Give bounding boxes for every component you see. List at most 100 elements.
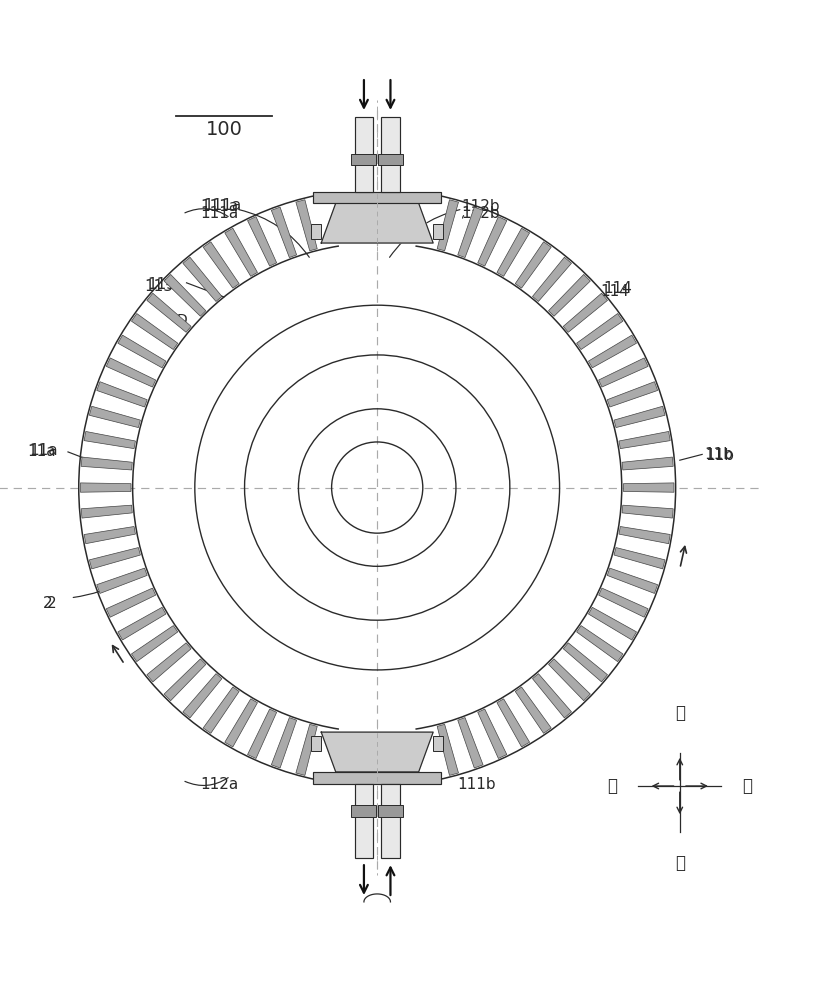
Polygon shape	[588, 335, 636, 368]
Polygon shape	[106, 358, 156, 387]
Text: 111a: 111a	[200, 199, 238, 214]
Polygon shape	[548, 274, 590, 316]
Polygon shape	[614, 406, 664, 428]
Polygon shape	[477, 217, 506, 266]
Polygon shape	[321, 732, 432, 772]
Polygon shape	[296, 724, 317, 775]
Bar	[432, 224, 442, 239]
Polygon shape	[619, 431, 669, 449]
Polygon shape	[203, 687, 238, 733]
Bar	[354, 784, 373, 858]
Polygon shape	[562, 293, 607, 332]
Text: 11b: 11b	[704, 447, 732, 462]
Bar	[312, 192, 440, 203]
Text: 后: 后	[741, 777, 751, 795]
Bar	[311, 224, 321, 239]
Polygon shape	[619, 527, 669, 544]
Text: 11a: 11a	[30, 443, 58, 458]
Polygon shape	[147, 293, 191, 332]
Polygon shape	[457, 718, 483, 768]
Polygon shape	[296, 200, 317, 251]
Text: 111a: 111a	[203, 198, 241, 213]
Text: 上: 上	[674, 704, 684, 722]
Polygon shape	[183, 257, 222, 301]
Polygon shape	[271, 718, 296, 768]
Polygon shape	[515, 687, 551, 733]
Text: 11a: 11a	[27, 444, 55, 459]
Polygon shape	[248, 217, 277, 266]
Text: 113: 113	[145, 279, 173, 294]
Polygon shape	[598, 588, 647, 617]
Text: 2: 2	[43, 596, 53, 611]
Polygon shape	[164, 659, 205, 701]
Polygon shape	[598, 358, 647, 387]
Text: 下: 下	[674, 854, 684, 872]
Polygon shape	[532, 674, 570, 718]
Bar	[311, 736, 321, 751]
Text: 112b: 112b	[461, 206, 499, 221]
Polygon shape	[84, 431, 135, 449]
Text: 100: 100	[205, 120, 242, 139]
Text: 11b: 11b	[705, 448, 733, 463]
Polygon shape	[132, 626, 177, 662]
Text: D: D	[176, 313, 187, 327]
Polygon shape	[271, 207, 296, 258]
Polygon shape	[496, 228, 529, 276]
Polygon shape	[457, 207, 483, 258]
Bar	[354, 117, 373, 192]
Polygon shape	[606, 382, 657, 407]
Polygon shape	[97, 382, 147, 407]
Polygon shape	[515, 242, 551, 288]
Polygon shape	[81, 457, 132, 470]
Polygon shape	[248, 709, 277, 758]
Bar	[378, 805, 402, 817]
Polygon shape	[614, 548, 664, 569]
Polygon shape	[203, 242, 238, 288]
Polygon shape	[588, 607, 636, 640]
Polygon shape	[606, 568, 657, 593]
Polygon shape	[89, 406, 140, 428]
Text: 114: 114	[603, 281, 631, 296]
Bar	[312, 772, 440, 784]
Polygon shape	[623, 483, 673, 492]
Polygon shape	[183, 674, 222, 718]
Polygon shape	[224, 228, 258, 276]
Polygon shape	[321, 203, 432, 243]
Polygon shape	[118, 607, 166, 640]
Polygon shape	[576, 626, 622, 662]
Polygon shape	[224, 699, 258, 747]
Bar	[351, 805, 376, 817]
Polygon shape	[436, 724, 458, 775]
Polygon shape	[532, 257, 570, 301]
Polygon shape	[496, 699, 529, 747]
Bar	[351, 154, 376, 165]
Polygon shape	[436, 200, 458, 251]
Text: 111b: 111b	[457, 777, 495, 792]
Polygon shape	[621, 505, 672, 518]
Text: 2: 2	[46, 596, 56, 611]
Polygon shape	[106, 588, 156, 617]
Text: 112b: 112b	[461, 199, 499, 214]
Bar	[378, 154, 402, 165]
Polygon shape	[477, 709, 506, 758]
Polygon shape	[118, 335, 166, 368]
Text: 前: 前	[607, 777, 617, 795]
Text: 112a: 112a	[200, 777, 238, 792]
Polygon shape	[621, 457, 672, 470]
Polygon shape	[97, 568, 147, 593]
Bar	[381, 117, 399, 192]
Text: 114: 114	[600, 284, 628, 299]
Polygon shape	[81, 505, 132, 518]
Polygon shape	[89, 548, 140, 569]
Text: 111a: 111a	[200, 206, 238, 221]
Bar	[432, 736, 442, 751]
Polygon shape	[562, 643, 607, 682]
Polygon shape	[132, 314, 177, 350]
Polygon shape	[80, 483, 131, 492]
Text: 113: 113	[147, 277, 176, 292]
Bar	[381, 784, 399, 858]
Polygon shape	[84, 527, 135, 544]
Polygon shape	[576, 314, 622, 350]
Polygon shape	[548, 659, 590, 701]
Polygon shape	[147, 643, 191, 682]
